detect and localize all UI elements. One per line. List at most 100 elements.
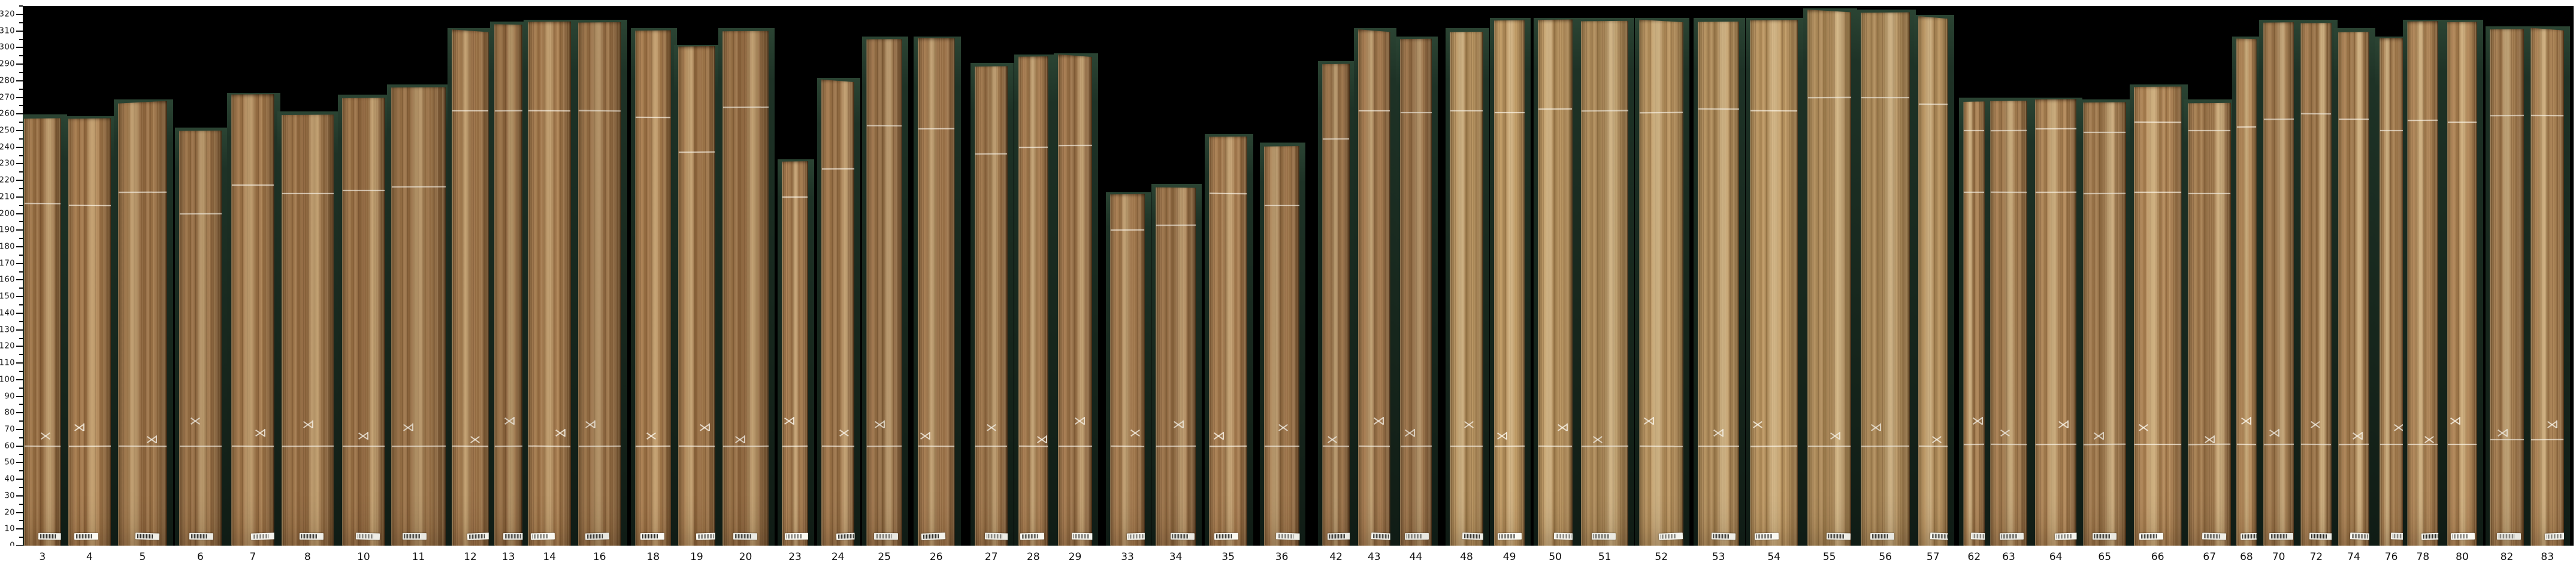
y-tick-label: 230 xyxy=(0,159,15,168)
chalk-x-mark xyxy=(784,416,794,426)
board[interactable] xyxy=(24,118,61,546)
chalk-x-mark xyxy=(2450,416,2460,426)
y-tick xyxy=(19,304,23,306)
chalk-x-mark xyxy=(2138,423,2148,432)
chalk-line xyxy=(1918,445,1948,447)
board[interactable] xyxy=(722,31,769,546)
chalk-line xyxy=(528,110,571,111)
board[interactable] xyxy=(2338,32,2369,546)
board[interactable] xyxy=(231,94,274,546)
board-number-label: 34 xyxy=(1169,551,1183,563)
board[interactable] xyxy=(1538,19,1573,546)
chalk-line xyxy=(1111,445,1144,447)
y-tick xyxy=(16,428,23,430)
board[interactable] xyxy=(281,114,334,546)
board[interactable] xyxy=(1697,21,1740,546)
chalk-x-mark xyxy=(2424,435,2434,444)
board[interactable] xyxy=(2263,22,2294,546)
chalk-line xyxy=(2263,118,2294,120)
board[interactable] xyxy=(528,21,572,546)
board[interactable] xyxy=(975,66,1008,546)
chalk-line xyxy=(232,445,274,447)
board[interactable] xyxy=(1155,187,1196,546)
board[interactable] xyxy=(452,29,489,546)
barcode-label xyxy=(467,532,489,540)
y-tick xyxy=(19,122,23,123)
board[interactable] xyxy=(2300,23,2332,546)
chalk-line xyxy=(1323,445,1350,447)
board[interactable] xyxy=(635,30,672,546)
y-tick xyxy=(19,238,23,240)
y-tick xyxy=(19,188,23,190)
board[interactable] xyxy=(2379,38,2403,546)
board[interactable] xyxy=(1450,32,1483,546)
board[interactable] xyxy=(578,22,621,546)
board[interactable] xyxy=(1861,12,1910,546)
board[interactable] xyxy=(2188,102,2232,546)
board[interactable] xyxy=(2530,28,2565,546)
board[interactable] xyxy=(1750,20,1798,546)
board[interactable] xyxy=(1209,136,1247,546)
y-tick xyxy=(19,287,23,289)
board[interactable] xyxy=(1493,20,1525,546)
y-tick xyxy=(19,320,23,322)
board-number-label: 67 xyxy=(2203,551,2217,563)
board[interactable] xyxy=(1807,10,1852,546)
board[interactable] xyxy=(342,98,385,546)
board[interactable] xyxy=(917,38,955,546)
board[interactable] xyxy=(179,131,222,546)
y-tick-label: 290 xyxy=(0,59,15,69)
board[interactable] xyxy=(118,101,167,546)
board[interactable] xyxy=(1990,101,2027,546)
board[interactable] xyxy=(1357,29,1390,546)
y-tick-label: 180 xyxy=(0,242,15,252)
y-tick xyxy=(19,88,23,90)
y-tick xyxy=(16,30,23,32)
chalk-line xyxy=(282,445,334,447)
board[interactable] xyxy=(494,24,523,546)
board-number-label: 20 xyxy=(739,551,752,563)
y-tick xyxy=(16,445,23,447)
board[interactable] xyxy=(1399,38,1432,546)
y-tick-label: 70 xyxy=(4,425,15,434)
board[interactable] xyxy=(1580,20,1629,546)
y-tick xyxy=(16,163,23,165)
board[interactable] xyxy=(678,46,715,546)
y-tick xyxy=(16,180,23,181)
board[interactable] xyxy=(782,161,808,546)
board[interactable] xyxy=(2133,86,2182,546)
board[interactable] xyxy=(1110,193,1145,546)
chalk-x-mark xyxy=(920,431,931,441)
board[interactable] xyxy=(1918,16,1948,546)
board[interactable] xyxy=(2236,38,2257,546)
chalk-line xyxy=(679,445,715,447)
board[interactable] xyxy=(2083,102,2126,546)
board[interactable] xyxy=(1263,146,1300,546)
y-tick-label: 60 xyxy=(4,441,15,451)
chalk-line xyxy=(1964,129,1985,132)
board[interactable] xyxy=(391,87,446,546)
board[interactable] xyxy=(821,79,855,546)
board[interactable] xyxy=(2407,21,2439,546)
board-number-label: 14 xyxy=(543,551,557,563)
chalk-line xyxy=(2448,443,2477,445)
barcode-label xyxy=(531,532,555,540)
board[interactable] xyxy=(68,118,111,546)
chalk-x-mark xyxy=(1497,431,1508,441)
board[interactable] xyxy=(2034,99,2077,546)
board[interactable] xyxy=(2447,22,2477,546)
board[interactable] xyxy=(1322,63,1350,546)
board[interactable] xyxy=(1963,101,1985,546)
chalk-x-mark xyxy=(2241,416,2251,426)
board[interactable] xyxy=(1639,19,1683,546)
board[interactable] xyxy=(1018,56,1048,546)
chalk-line xyxy=(2084,193,2126,195)
board[interactable] xyxy=(866,39,903,546)
board[interactable] xyxy=(1057,54,1093,546)
chalk-line xyxy=(722,445,769,447)
barcode-label xyxy=(189,532,214,540)
board[interactable] xyxy=(2489,29,2524,546)
chalk-x-mark xyxy=(2058,420,2069,429)
y-tick-label: 250 xyxy=(0,126,15,135)
barcode-label xyxy=(1170,532,1195,540)
